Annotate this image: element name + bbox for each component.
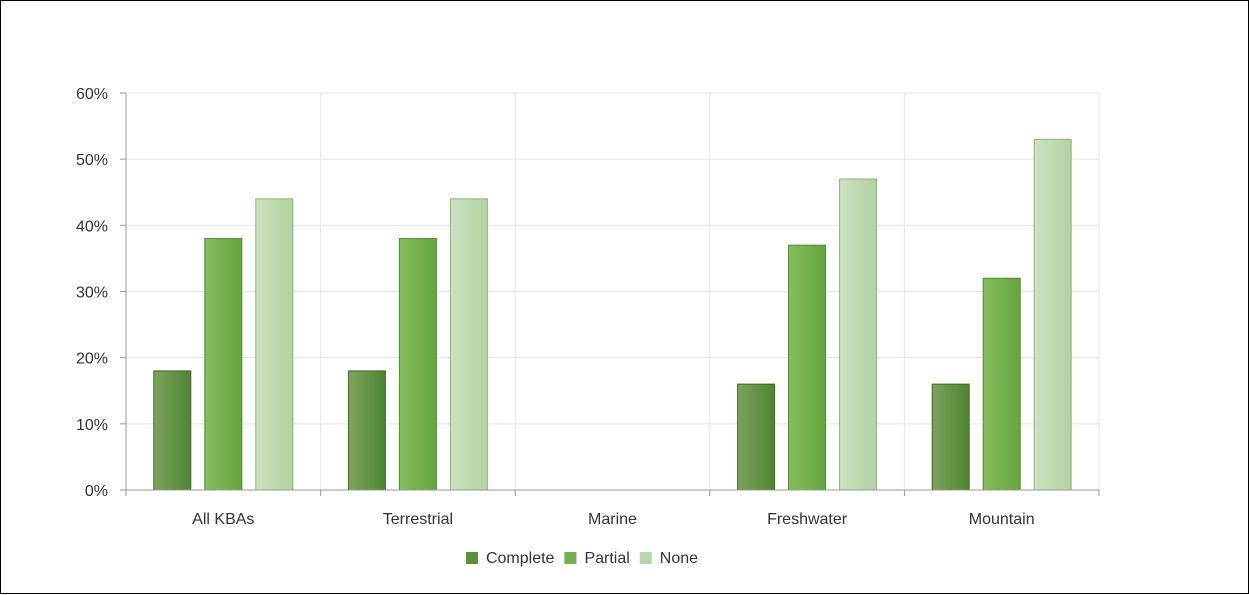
legend: Complete Partial None [465, 550, 698, 567]
y-tick-label: 30% [76, 285, 108, 302]
y-tick-label: 60% [76, 86, 108, 103]
x-category-label: Mountain [969, 511, 1035, 528]
legend-swatch-partial [564, 552, 577, 564]
y-tick-label: 40% [76, 218, 108, 235]
y-tick-label: 20% [76, 351, 108, 368]
bar-complete-all-kbas [153, 370, 192, 491]
bar-none-terrestrial [449, 198, 488, 491]
legend-label: None [660, 550, 698, 567]
bar-partial-freshwater [788, 244, 827, 491]
x-category-label: Freshwater [767, 511, 848, 528]
x-category-label: All KBAs [192, 511, 254, 528]
legend-label: Complete [486, 550, 555, 567]
bar-partial-terrestrial [398, 238, 437, 491]
y-tick-label: 0% [85, 483, 108, 500]
bar-complete-mountain [931, 383, 970, 491]
legend-swatch-complete [465, 552, 478, 564]
y-tick-label: 50% [76, 152, 108, 169]
bars [153, 138, 1072, 491]
bar-partial-all-kbas [204, 238, 243, 491]
legend-label: Partial [584, 550, 629, 567]
legend-swatch-none [639, 552, 652, 564]
bar-none-freshwater [839, 178, 878, 491]
bar-complete-freshwater [737, 383, 776, 491]
bar-complete-terrestrial [347, 370, 386, 491]
x-category-label: Terrestrial [383, 511, 453, 528]
axes: 0% 10% 20% 30% 40% 50% 60% All KBAs Terrestrial M… [76, 86, 1100, 528]
bar-none-mountain [1033, 138, 1072, 491]
bar-none-all-kbas [255, 198, 294, 491]
bar-partial-mountain [982, 277, 1021, 491]
x-category-label: Marine [588, 511, 637, 528]
y-tick-label: 10% [76, 417, 108, 434]
